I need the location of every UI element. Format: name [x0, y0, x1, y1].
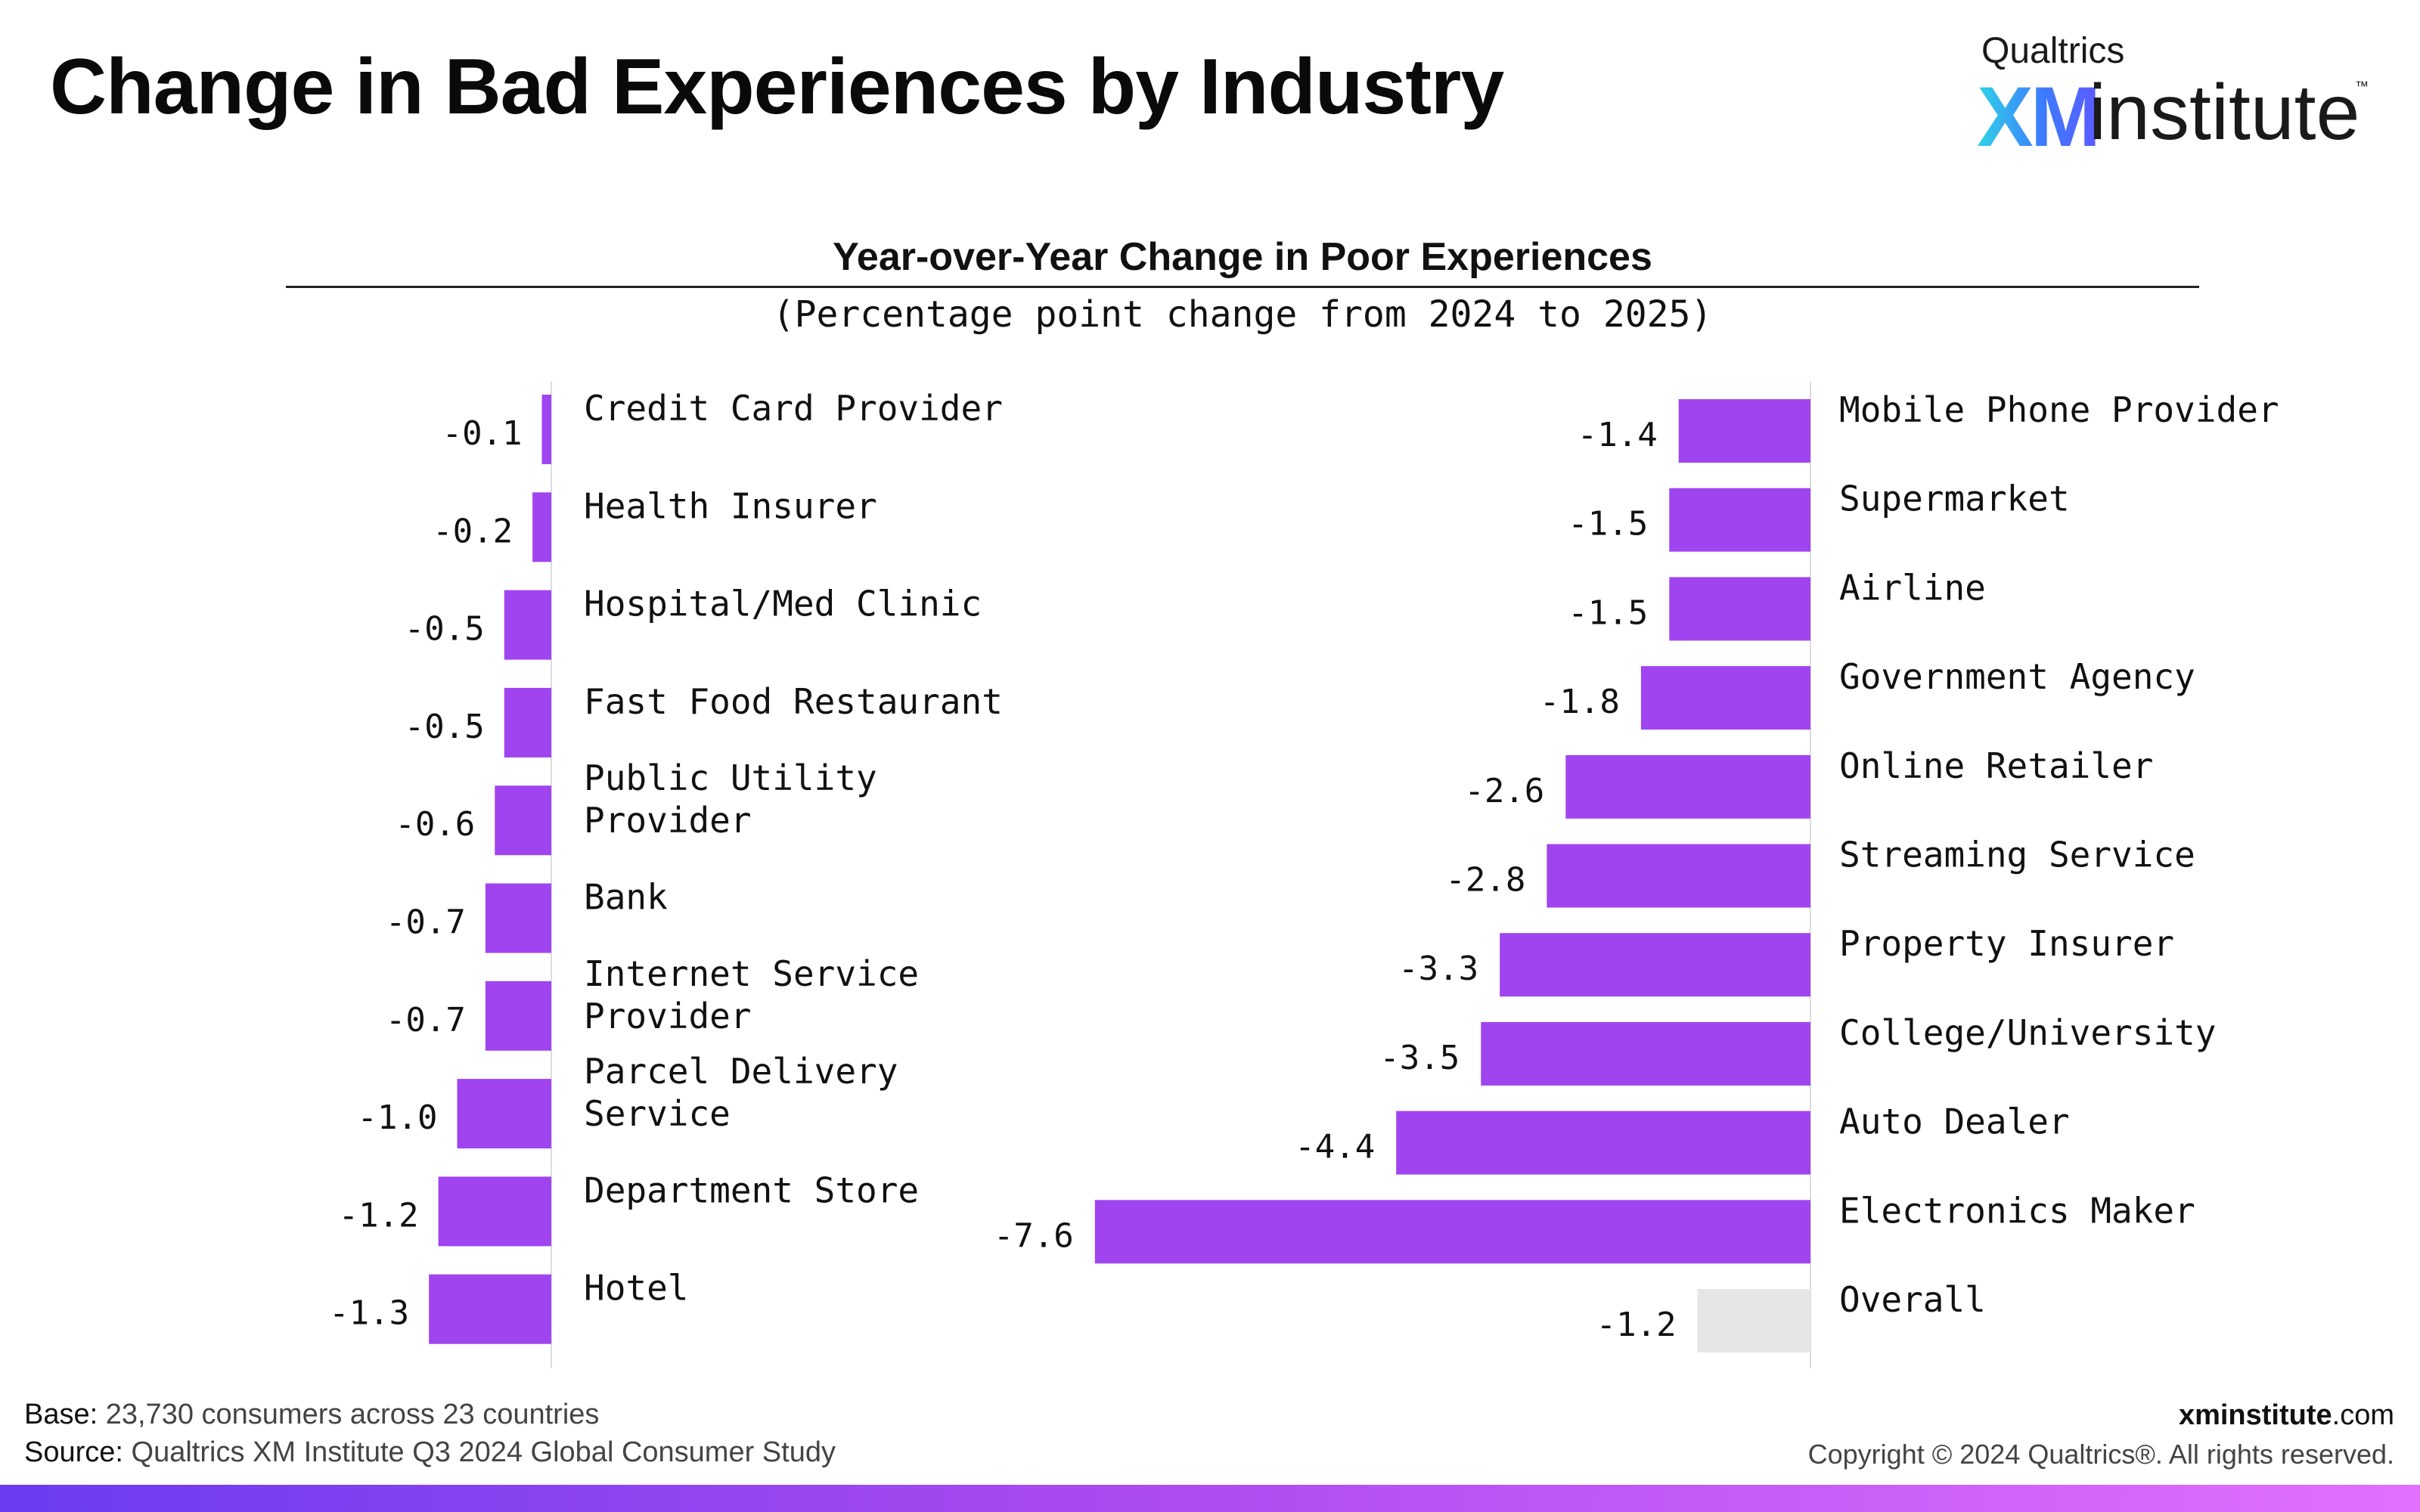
website-name: xminstitute	[2178, 1399, 2332, 1431]
data-label: -0.5	[405, 708, 485, 746]
bar	[1678, 399, 1810, 463]
data-label: -3.3	[1398, 950, 1478, 988]
bar	[485, 981, 551, 1051]
bar	[485, 883, 551, 953]
data-label: -0.7	[386, 903, 466, 942]
chart-title: Year-over-Year Change in Poor Experience…	[833, 235, 1652, 279]
category-label: Hospital/Med Clinic	[584, 584, 982, 624]
bar	[1669, 488, 1810, 552]
footer-right: xminstitute.com Copyright © 2024 Qualtri…	[1808, 1396, 2394, 1474]
chart-title-rule	[286, 286, 2199, 288]
category-label: Credit Card Provider	[584, 388, 1003, 429]
logo-trademark: ™	[2355, 79, 2369, 94]
bar	[541, 395, 551, 464]
data-label: -1.4	[1578, 416, 1658, 454]
base-text: 23,730 consumers across 23 countries	[105, 1399, 600, 1430]
category-label: College/University	[1839, 1012, 2217, 1053]
bar	[504, 590, 551, 660]
logo-institute-text: institute	[2089, 69, 2360, 156]
data-label: -2.6	[1464, 772, 1544, 810]
data-label: -1.5	[1568, 505, 1648, 544]
category-label: Government Agency	[1839, 656, 2195, 697]
bar	[429, 1274, 551, 1344]
page-title: Change in Bad Experiences by Industry	[50, 43, 1504, 131]
bar	[1565, 754, 1810, 819]
bar	[457, 1079, 551, 1149]
bar	[1481, 1021, 1810, 1086]
category-label: Hotel	[584, 1268, 688, 1309]
data-label: -7.6	[994, 1216, 1074, 1255]
bar	[1640, 666, 1810, 730]
category-label: Supermarket	[1839, 479, 2070, 519]
data-label: -0.6	[395, 805, 475, 844]
bar	[1697, 1289, 1810, 1352]
category-label: Auto Dealer	[1839, 1101, 2070, 1142]
category-label: Online Retailer	[1839, 745, 2153, 786]
data-label: -0.5	[405, 610, 485, 649]
data-label: -1.8	[1540, 683, 1620, 721]
category-label: Streaming Service	[1839, 835, 2195, 875]
base-note: Base: 23,730 consumers across 23 countri…	[24, 1396, 836, 1433]
bar	[1396, 1111, 1810, 1175]
chart-panel-2: -1.4 Mobile Phone Provider -1.5 Supermarket…	[994, 382, 2279, 1368]
base-label: Base:	[24, 1399, 98, 1430]
category-label: Property Insurer	[1839, 923, 2174, 964]
source-note: Source: Qualtrics XM Institute Q3 2024 G…	[24, 1433, 836, 1471]
chart-panel-1: -0.1 Credit Card Provider -0.2 Health Insur…	[329, 382, 1003, 1368]
bar	[1547, 844, 1810, 908]
logo-qualtrics-text: Qualtrics	[1981, 31, 2125, 71]
data-label: -1.3	[329, 1294, 409, 1333]
data-label: -0.1	[442, 414, 523, 453]
chart-subtitle: (Percentage point change from 2024 to 20…	[772, 293, 1713, 336]
source-label: Source:	[24, 1436, 123, 1468]
bar	[532, 492, 551, 562]
bar	[1094, 1200, 1810, 1264]
category-label: Parcel Delivery Service	[584, 1051, 898, 1134]
bar	[1669, 577, 1810, 641]
category-label: Electronics Maker	[1839, 1190, 2195, 1231]
category-label: Bank	[584, 877, 668, 918]
category-label: Mobile Phone Provider	[1839, 389, 2279, 430]
category-label: Fast Food Restaurant	[584, 681, 1003, 722]
data-label: -1.2	[339, 1196, 419, 1235]
bar	[495, 785, 551, 856]
footer-notes: Base: 23,730 consumers across 23 countri…	[24, 1396, 836, 1471]
category-label: Airline	[1839, 567, 1986, 608]
brand-gradient-bar	[0, 1485, 2420, 1512]
bar	[438, 1176, 551, 1247]
website-link[interactable]: xminstitute.com	[1808, 1396, 2394, 1435]
bar	[1500, 933, 1810, 997]
category-label: Internet Service Provider	[584, 953, 919, 1036]
data-label: -1.2	[1596, 1306, 1677, 1344]
data-label: -1.0	[358, 1098, 438, 1137]
source-text: Qualtrics XM Institute Q3 2024 Global Co…	[131, 1436, 836, 1468]
logo-xm-text: XM	[1977, 70, 2101, 164]
category-label: Department Store	[584, 1170, 919, 1210]
website-domain: .com	[2332, 1399, 2394, 1431]
xm-institute-logo[interactable]: Qualtrics XM institute ™	[1977, 30, 2370, 164]
bar	[504, 687, 551, 758]
data-label: -2.8	[1445, 861, 1525, 900]
category-label: Public Utility Provider	[584, 758, 877, 841]
category-label: Health Insurer	[584, 485, 877, 526]
category-label: Overall	[1839, 1279, 1986, 1320]
data-label: -1.5	[1568, 593, 1648, 632]
copyright-text: Copyright © 2024 Qualtrics®. All rights …	[1807, 1439, 2394, 1470]
data-label: -4.4	[1295, 1128, 1375, 1167]
data-label: -3.5	[1379, 1039, 1460, 1077]
data-label: -0.2	[433, 512, 513, 550]
data-label: -0.7	[386, 1001, 466, 1040]
